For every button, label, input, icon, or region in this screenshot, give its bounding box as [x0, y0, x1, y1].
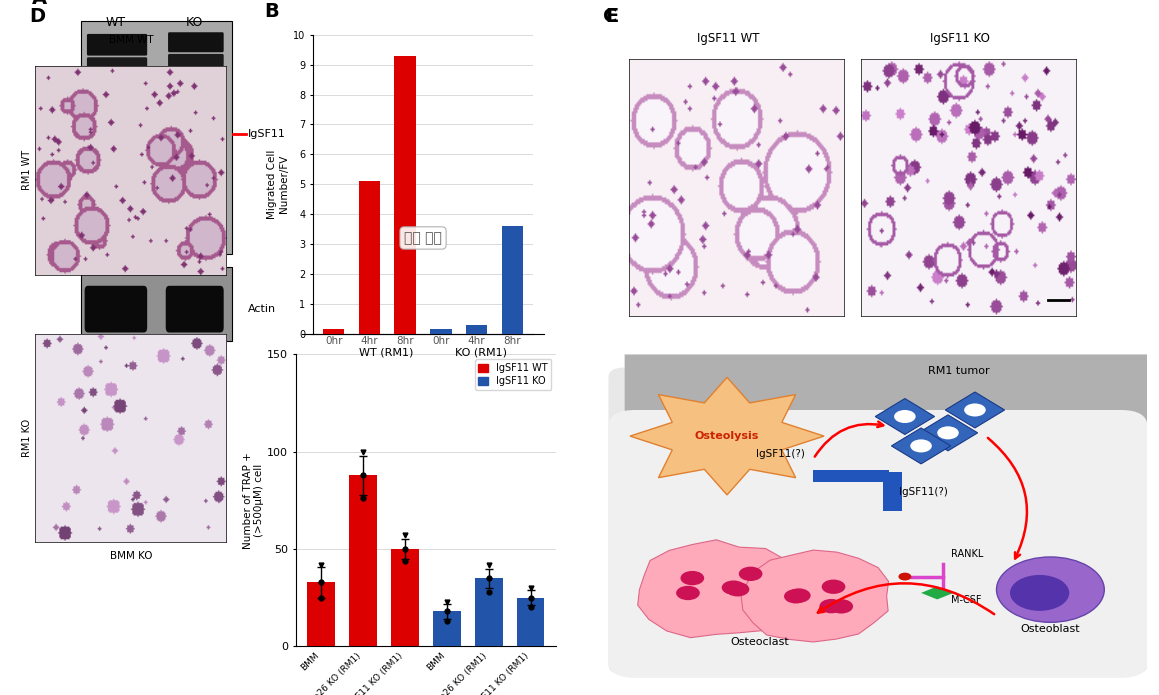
- Polygon shape: [741, 550, 889, 642]
- Polygon shape: [630, 377, 824, 495]
- Circle shape: [676, 586, 700, 600]
- Bar: [323, 329, 344, 334]
- FancyBboxPatch shape: [883, 472, 902, 512]
- Text: IgSF11 KO: IgSF11 KO: [930, 32, 990, 44]
- Circle shape: [783, 589, 808, 603]
- Circle shape: [938, 426, 958, 439]
- Text: Actin: Actin: [248, 304, 276, 314]
- Legend: IgSF11 WT, IgSF11 KO: IgSF11 WT, IgSF11 KO: [474, 359, 552, 390]
- Circle shape: [997, 557, 1105, 622]
- Bar: [433, 612, 460, 646]
- Text: WT: WT: [105, 15, 126, 28]
- Text: IgSF11(?): IgSF11(?): [757, 450, 806, 459]
- Text: M-CSF: M-CSF: [950, 595, 982, 605]
- Bar: [430, 329, 452, 334]
- Circle shape: [680, 571, 705, 585]
- Circle shape: [898, 573, 911, 580]
- FancyBboxPatch shape: [85, 286, 147, 332]
- Text: KO (RM1): KO (RM1): [455, 348, 506, 358]
- Text: IgSF11: IgSF11: [248, 129, 286, 139]
- Text: KO: KO: [187, 15, 203, 28]
- Y-axis label: RM1 KO: RM1 KO: [22, 419, 32, 457]
- Bar: [392, 549, 418, 646]
- Polygon shape: [946, 392, 1005, 428]
- Text: IgSF11 WT: IgSF11 WT: [697, 32, 759, 44]
- Text: 그림 영역: 그림 영역: [404, 231, 442, 245]
- Bar: [466, 325, 488, 334]
- Circle shape: [726, 582, 750, 596]
- FancyBboxPatch shape: [814, 471, 889, 482]
- Text: A: A: [32, 0, 48, 8]
- Circle shape: [894, 410, 916, 423]
- Circle shape: [964, 403, 985, 416]
- Bar: [475, 578, 503, 646]
- FancyBboxPatch shape: [608, 368, 1147, 675]
- FancyBboxPatch shape: [168, 32, 224, 52]
- Polygon shape: [918, 415, 978, 451]
- Bar: [517, 598, 545, 646]
- Text: BMM KO: BMM KO: [110, 551, 152, 562]
- Bar: [307, 582, 335, 646]
- Y-axis label: RM1 WT: RM1 WT: [22, 150, 32, 190]
- Polygon shape: [921, 587, 954, 599]
- Text: E: E: [605, 7, 618, 26]
- Text: 48: 48: [63, 182, 76, 193]
- Text: WT (RM1): WT (RM1): [359, 348, 413, 358]
- FancyBboxPatch shape: [87, 34, 147, 56]
- Circle shape: [738, 566, 763, 581]
- FancyBboxPatch shape: [81, 21, 232, 254]
- Text: Osteoblast: Osteoblast: [1021, 624, 1080, 634]
- Circle shape: [910, 439, 932, 452]
- Y-axis label: Number of TRAP +
(>500μM) cell: Number of TRAP + (>500μM) cell: [242, 452, 264, 549]
- Text: C: C: [603, 7, 617, 26]
- Text: Osteoclast: Osteoclast: [730, 637, 789, 647]
- Polygon shape: [891, 428, 950, 464]
- Polygon shape: [637, 540, 797, 638]
- FancyBboxPatch shape: [87, 151, 143, 172]
- Circle shape: [722, 580, 745, 595]
- Polygon shape: [625, 354, 1147, 459]
- Circle shape: [822, 580, 845, 594]
- FancyBboxPatch shape: [87, 57, 147, 76]
- FancyBboxPatch shape: [87, 119, 145, 149]
- FancyBboxPatch shape: [81, 268, 232, 341]
- FancyBboxPatch shape: [166, 286, 224, 332]
- Text: Osteolysis: Osteolysis: [695, 431, 759, 441]
- Text: D: D: [29, 7, 45, 26]
- Bar: [394, 56, 416, 334]
- Text: 63: 63: [63, 129, 76, 139]
- FancyBboxPatch shape: [608, 410, 1147, 678]
- Circle shape: [830, 599, 853, 614]
- Bar: [358, 181, 380, 334]
- Text: IgSF11(?): IgSF11(?): [899, 487, 948, 497]
- Text: RANKL: RANKL: [950, 549, 983, 559]
- Bar: [349, 475, 377, 646]
- FancyBboxPatch shape: [87, 81, 140, 99]
- Circle shape: [1009, 575, 1070, 611]
- FancyBboxPatch shape: [168, 79, 224, 96]
- Text: BMM WT: BMM WT: [109, 35, 153, 45]
- Circle shape: [819, 599, 843, 613]
- Bar: [502, 226, 523, 334]
- Polygon shape: [875, 398, 934, 434]
- Text: B: B: [264, 2, 279, 21]
- Text: RM1 tumor: RM1 tumor: [928, 366, 990, 376]
- FancyBboxPatch shape: [168, 54, 224, 72]
- Y-axis label: Migrated Cell
Number/FV: Migrated Cell Number/FV: [268, 149, 289, 219]
- Circle shape: [787, 589, 810, 603]
